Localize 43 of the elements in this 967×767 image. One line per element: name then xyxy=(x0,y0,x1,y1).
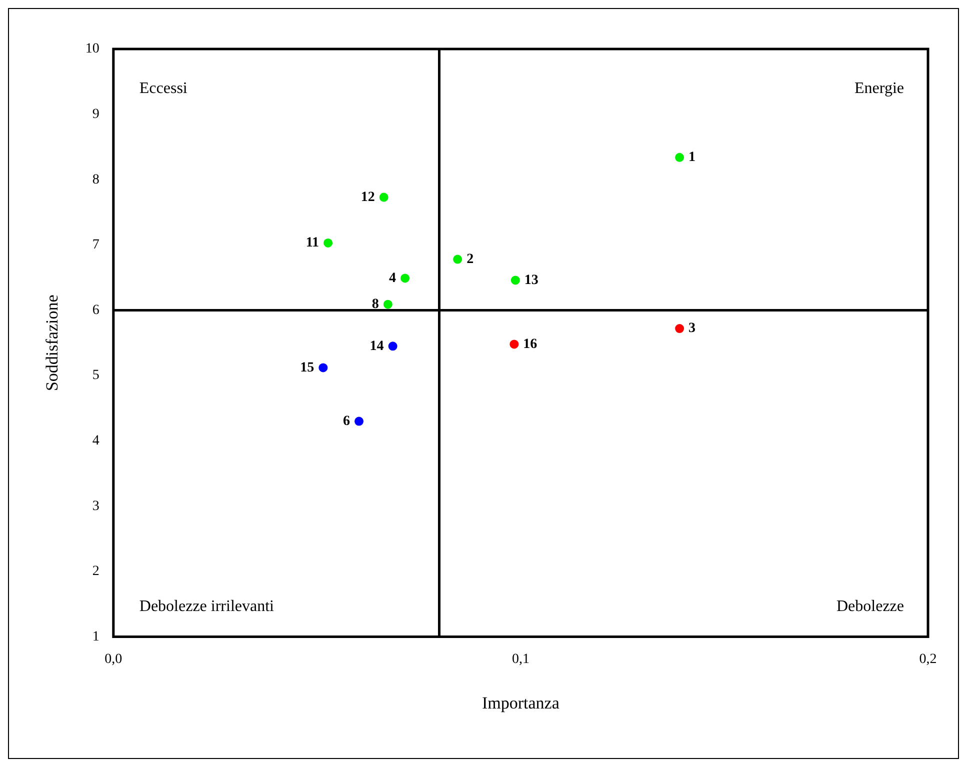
x-axis-title: Importanza xyxy=(482,693,560,712)
y-tick-label: 1 xyxy=(92,629,100,644)
point xyxy=(510,340,519,349)
y-tick-label: 3 xyxy=(92,498,100,514)
annotation: Debolezze xyxy=(836,598,904,616)
point xyxy=(318,363,328,372)
annotation: 1 xyxy=(688,150,696,166)
point xyxy=(453,254,462,264)
annotation: 8 xyxy=(372,296,379,312)
annotation: 16 xyxy=(523,336,538,352)
annotation: 13 xyxy=(524,272,538,288)
y-tick-label: 6 xyxy=(92,302,100,318)
annotation: Eccessi xyxy=(139,80,188,98)
y-tick-label: 8 xyxy=(92,172,100,188)
annotation: Energie xyxy=(854,80,904,98)
annotation: 4 xyxy=(389,270,396,286)
point xyxy=(354,416,364,426)
point xyxy=(324,238,333,248)
y-tick-label: 2 xyxy=(92,564,100,580)
annotation: Debolezze irrilevanti xyxy=(139,598,275,616)
point xyxy=(400,274,410,283)
x-tick-label: 0,2 xyxy=(919,652,937,667)
y-tick-label: 7 xyxy=(92,238,100,253)
x-tick-label: 0,1 xyxy=(512,652,530,667)
annotation: 12 xyxy=(360,190,375,205)
y-tick-label: 10 xyxy=(85,42,100,57)
y-tick-label: 4 xyxy=(92,434,100,449)
y-tick-label: 5 xyxy=(92,368,100,384)
annotation: 2 xyxy=(466,252,474,267)
annotation: 15 xyxy=(300,360,314,376)
y-tick-label: 9 xyxy=(92,106,100,122)
point xyxy=(510,276,520,285)
point xyxy=(388,342,398,351)
y-axis-title: Soddisfazione xyxy=(42,294,62,392)
x-tick-label: 0,0 xyxy=(104,652,122,667)
point xyxy=(379,192,388,202)
point xyxy=(383,300,392,309)
annotation: 6 xyxy=(343,414,350,429)
annotation: 14 xyxy=(370,338,384,354)
annotation: 3 xyxy=(688,321,696,336)
point xyxy=(675,152,684,162)
annotation: 11 xyxy=(306,236,320,251)
point xyxy=(675,324,684,334)
